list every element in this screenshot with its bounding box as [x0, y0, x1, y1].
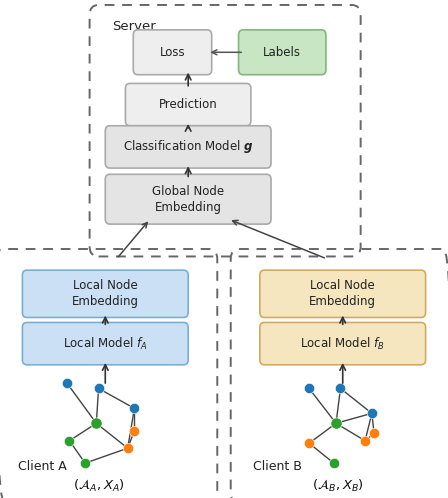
Point	[131, 404, 138, 412]
Text: Local Model $\boldsymbol{f_A}$: Local Model $\boldsymbol{f_A}$	[63, 336, 147, 352]
Point	[82, 459, 89, 467]
Text: $(\mathcal{A}_A, X_A)$: $(\mathcal{A}_A, X_A)$	[73, 478, 125, 494]
FancyBboxPatch shape	[260, 270, 426, 318]
Text: Local Model $\boldsymbol{f_B}$: Local Model $\boldsymbol{f_B}$	[300, 336, 385, 352]
FancyBboxPatch shape	[125, 83, 251, 125]
Point	[330, 459, 337, 467]
Point	[306, 439, 313, 447]
FancyBboxPatch shape	[22, 323, 188, 365]
Text: Local Node
Embedding: Local Node Embedding	[309, 279, 376, 308]
Point	[368, 409, 375, 417]
Point	[66, 437, 73, 445]
Text: Client A: Client A	[18, 460, 67, 473]
Text: Prediction: Prediction	[159, 98, 218, 111]
FancyBboxPatch shape	[260, 323, 426, 365]
Point	[306, 384, 313, 392]
Point	[93, 419, 100, 427]
Point	[332, 419, 340, 427]
FancyBboxPatch shape	[105, 126, 271, 168]
Point	[64, 379, 71, 387]
Point	[362, 437, 369, 445]
Text: Client B: Client B	[253, 460, 302, 473]
Text: Labels: Labels	[263, 46, 301, 59]
Text: Loss: Loss	[159, 46, 185, 59]
Text: $(\mathcal{A}_B, X_B)$: $(\mathcal{A}_B, X_B)$	[312, 478, 364, 494]
Text: Global Node
Embedding: Global Node Embedding	[152, 185, 224, 214]
Text: Classification Model $\boldsymbol{g}$: Classification Model $\boldsymbol{g}$	[123, 138, 254, 155]
FancyBboxPatch shape	[22, 270, 188, 318]
FancyBboxPatch shape	[134, 30, 211, 75]
Point	[95, 384, 102, 392]
Point	[370, 429, 378, 437]
Text: Server: Server	[112, 20, 156, 33]
FancyBboxPatch shape	[105, 174, 271, 224]
Text: Local Node
Embedding: Local Node Embedding	[72, 279, 139, 308]
Point	[131, 427, 138, 435]
Point	[124, 444, 131, 452]
Point	[337, 384, 344, 392]
FancyBboxPatch shape	[239, 30, 326, 75]
